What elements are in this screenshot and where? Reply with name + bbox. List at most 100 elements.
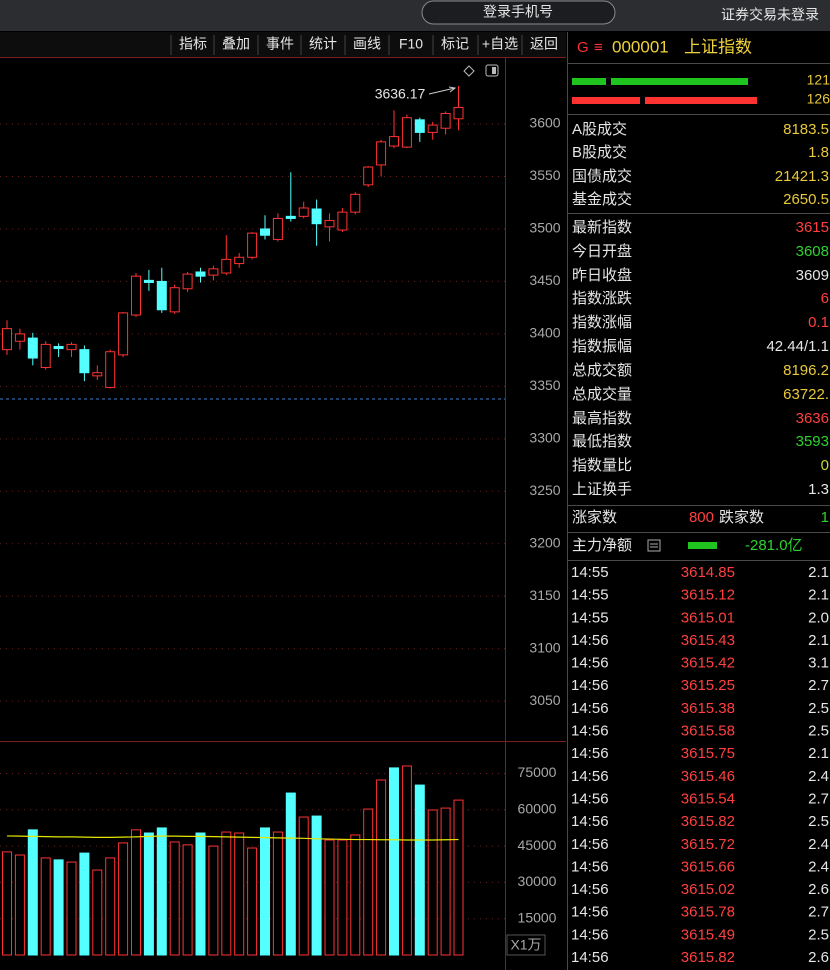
unit-box xyxy=(506,934,546,956)
candle-body xyxy=(389,136,399,147)
toolbar-button[interactable]: 统计 xyxy=(309,36,337,52)
candle-body xyxy=(414,119,425,133)
volume-bar xyxy=(376,779,387,956)
panel-icon xyxy=(492,67,496,74)
tick-time: 14:56 xyxy=(571,655,609,672)
candle-body xyxy=(143,279,154,283)
tick-time: 14:56 xyxy=(571,700,609,717)
stat-value: 8196.2 xyxy=(783,362,829,379)
candle-body xyxy=(337,211,348,231)
tick-volume: 2.5 xyxy=(808,723,829,740)
tick-volume: 2.7 xyxy=(808,677,829,694)
tick-time: 14:56 xyxy=(571,677,609,694)
net-flow-label: 主力净额 xyxy=(572,537,632,554)
tick-time: 14:56 xyxy=(571,723,609,740)
login-text[interactable]: 登录手机号 xyxy=(483,4,553,20)
stat-label: 最低指数 xyxy=(572,433,632,450)
stat-label: 上证换手 xyxy=(572,481,632,498)
tick-price: 3615.72 xyxy=(681,836,735,853)
toolbar-button[interactable]: F10 xyxy=(399,36,423,52)
login-button[interactable] xyxy=(421,0,616,25)
stat-label: 昨日收盘 xyxy=(572,266,632,284)
volume-bar xyxy=(143,832,154,956)
y-tick-label: 30000 xyxy=(518,873,557,889)
tick-price: 3615.78 xyxy=(681,904,735,921)
volume-bar xyxy=(79,852,90,956)
toolbar-button[interactable]: 画线 xyxy=(353,36,381,52)
toolbar-button[interactable]: 叠加 xyxy=(222,36,250,52)
toolbar-button[interactable]: 事件 xyxy=(266,36,294,52)
candle-body xyxy=(260,228,270,236)
y-tick-label: 3250 xyxy=(529,482,560,498)
panel-icon[interactable] xyxy=(485,64,499,77)
candle-body xyxy=(79,349,90,374)
candle-body xyxy=(311,208,322,225)
ratio-bar xyxy=(572,78,606,85)
candle-body xyxy=(27,337,38,359)
candle-body xyxy=(131,275,141,316)
y-tick-label: 3500 xyxy=(529,220,560,236)
y-tick-label: 45000 xyxy=(518,837,557,853)
stat-value: 1.3 xyxy=(808,481,829,498)
candle-body xyxy=(156,280,167,311)
toolbar-button[interactable]: +自选 xyxy=(482,36,518,52)
tick-time: 14:55 xyxy=(571,587,609,604)
tick-volume: 2.1 xyxy=(808,745,829,762)
stat-label: B股成交 xyxy=(572,143,627,161)
toolbar-button[interactable]: 标记 xyxy=(441,36,469,52)
y-tick-label: 3600 xyxy=(529,115,560,131)
y-tick-label: 3300 xyxy=(529,430,560,446)
tick-volume: 2.7 xyxy=(808,790,829,807)
volume-bar xyxy=(311,815,322,956)
tick-time: 14:56 xyxy=(571,813,609,830)
stat-label: 最新指数 xyxy=(572,219,632,236)
y-tick-label: 3050 xyxy=(529,692,560,708)
tick-price: 3615.75 xyxy=(681,745,735,762)
candle-body xyxy=(53,345,64,350)
stat-label: 总成交量 xyxy=(572,385,632,403)
tick-price: 3615.82 xyxy=(681,949,735,966)
tick-time: 14:56 xyxy=(571,768,609,785)
y-tick-label: 15000 xyxy=(518,909,557,925)
stat-value: 3608 xyxy=(796,243,829,260)
tick-price: 3615.38 xyxy=(681,700,735,717)
y-tick-label: 3150 xyxy=(529,587,560,603)
high-arrow xyxy=(428,86,457,95)
stat-value: 8183.5 xyxy=(783,121,829,138)
stat-value: 3593 xyxy=(796,433,829,450)
toolbar-button[interactable]: 指标 xyxy=(179,36,207,52)
volume-bar xyxy=(440,807,451,956)
tick-time: 14:56 xyxy=(571,926,609,943)
volume-bar xyxy=(389,767,399,956)
volume-bar xyxy=(453,799,464,956)
volume-bar xyxy=(272,831,283,956)
candle-body xyxy=(182,273,193,290)
stat-value: 3609 xyxy=(796,267,829,284)
candle-body xyxy=(234,256,245,265)
stat-value: 21421.3 xyxy=(775,168,829,185)
menu-icon[interactable]: ≡ xyxy=(594,39,603,56)
volume-bar xyxy=(298,816,309,956)
volume-bar xyxy=(66,861,77,956)
tick-price: 3615.42 xyxy=(681,655,735,672)
stat-value: 0 xyxy=(821,457,829,474)
volume-bar xyxy=(324,839,335,956)
candle-body xyxy=(66,343,77,351)
stat-value: 3636 xyxy=(796,410,829,427)
ratio-bar xyxy=(611,78,748,85)
toolbar-button[interactable]: 返回 xyxy=(530,36,558,52)
tick-time: 14:56 xyxy=(571,949,609,966)
list-icon[interactable] xyxy=(647,539,661,552)
candle-body xyxy=(105,351,116,388)
diamond-icon[interactable] xyxy=(463,65,475,77)
stat-label: 指数量比 xyxy=(572,457,632,474)
stat-label: 基金成交 xyxy=(572,190,632,208)
tick-time: 14:56 xyxy=(571,836,609,853)
stat-label: 国债成交 xyxy=(572,167,632,185)
tick-price: 3615.02 xyxy=(681,881,735,898)
stat-value: 42.44/1.1 xyxy=(766,338,829,355)
volume-bar xyxy=(337,839,348,956)
stat-label: 指数振幅 xyxy=(572,338,632,355)
y-tick-label: 3200 xyxy=(529,534,560,550)
candle-body xyxy=(272,217,283,240)
